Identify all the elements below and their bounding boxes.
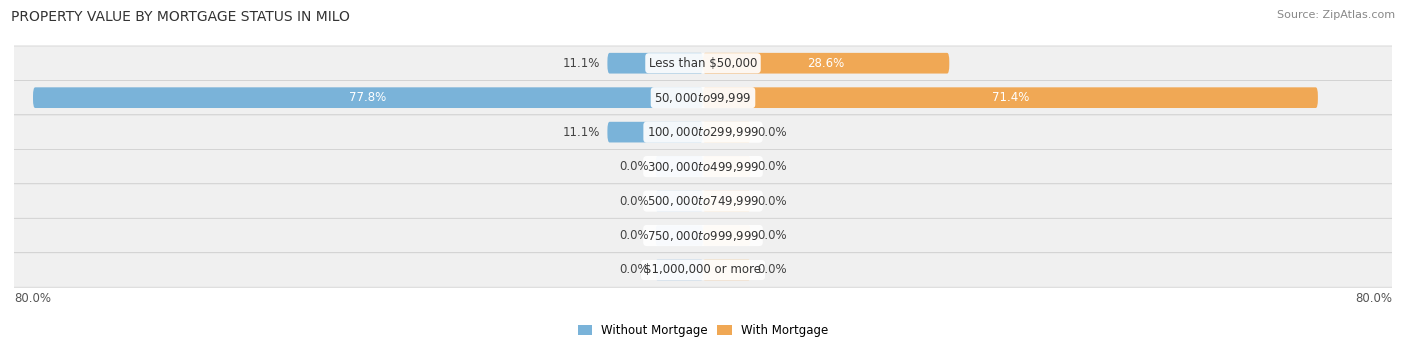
Text: Less than $50,000: Less than $50,000 [648, 57, 758, 70]
FancyBboxPatch shape [703, 191, 751, 211]
FancyBboxPatch shape [10, 115, 1396, 149]
Text: 80.0%: 80.0% [14, 292, 51, 305]
Text: $50,000 to $99,999: $50,000 to $99,999 [654, 91, 752, 105]
Text: $500,000 to $749,999: $500,000 to $749,999 [647, 194, 759, 208]
FancyBboxPatch shape [655, 156, 703, 177]
FancyBboxPatch shape [10, 218, 1396, 253]
Text: 0.0%: 0.0% [758, 126, 787, 139]
Text: 0.0%: 0.0% [758, 229, 787, 242]
FancyBboxPatch shape [703, 122, 751, 142]
FancyBboxPatch shape [607, 53, 703, 73]
FancyBboxPatch shape [10, 46, 1396, 81]
Text: $1,000,000 or more: $1,000,000 or more [644, 264, 762, 276]
Text: 0.0%: 0.0% [619, 264, 648, 276]
Text: $750,000 to $999,999: $750,000 to $999,999 [647, 228, 759, 242]
Text: 11.1%: 11.1% [564, 126, 600, 139]
FancyBboxPatch shape [655, 260, 703, 280]
Text: 0.0%: 0.0% [758, 160, 787, 173]
FancyBboxPatch shape [607, 122, 703, 142]
Text: 0.0%: 0.0% [619, 194, 648, 207]
FancyBboxPatch shape [703, 260, 751, 280]
Text: $300,000 to $499,999: $300,000 to $499,999 [647, 159, 759, 174]
Legend: Without Mortgage, With Mortgage: Without Mortgage, With Mortgage [574, 319, 832, 340]
FancyBboxPatch shape [703, 87, 1317, 108]
Text: 71.4%: 71.4% [991, 91, 1029, 104]
FancyBboxPatch shape [32, 87, 703, 108]
FancyBboxPatch shape [703, 225, 751, 246]
FancyBboxPatch shape [10, 253, 1396, 287]
FancyBboxPatch shape [703, 53, 949, 73]
Text: 0.0%: 0.0% [758, 264, 787, 276]
Text: 77.8%: 77.8% [349, 91, 387, 104]
Text: 28.6%: 28.6% [807, 57, 845, 70]
Text: 0.0%: 0.0% [619, 160, 648, 173]
FancyBboxPatch shape [655, 225, 703, 246]
Text: Source: ZipAtlas.com: Source: ZipAtlas.com [1277, 10, 1395, 20]
Text: 80.0%: 80.0% [1355, 292, 1392, 305]
FancyBboxPatch shape [655, 191, 703, 211]
FancyBboxPatch shape [10, 81, 1396, 115]
Text: PROPERTY VALUE BY MORTGAGE STATUS IN MILO: PROPERTY VALUE BY MORTGAGE STATUS IN MIL… [11, 10, 350, 24]
FancyBboxPatch shape [703, 156, 751, 177]
Text: 0.0%: 0.0% [619, 229, 648, 242]
Text: 11.1%: 11.1% [564, 57, 600, 70]
Text: 0.0%: 0.0% [758, 194, 787, 207]
FancyBboxPatch shape [10, 184, 1396, 218]
Text: $100,000 to $299,999: $100,000 to $299,999 [647, 125, 759, 139]
FancyBboxPatch shape [10, 149, 1396, 184]
